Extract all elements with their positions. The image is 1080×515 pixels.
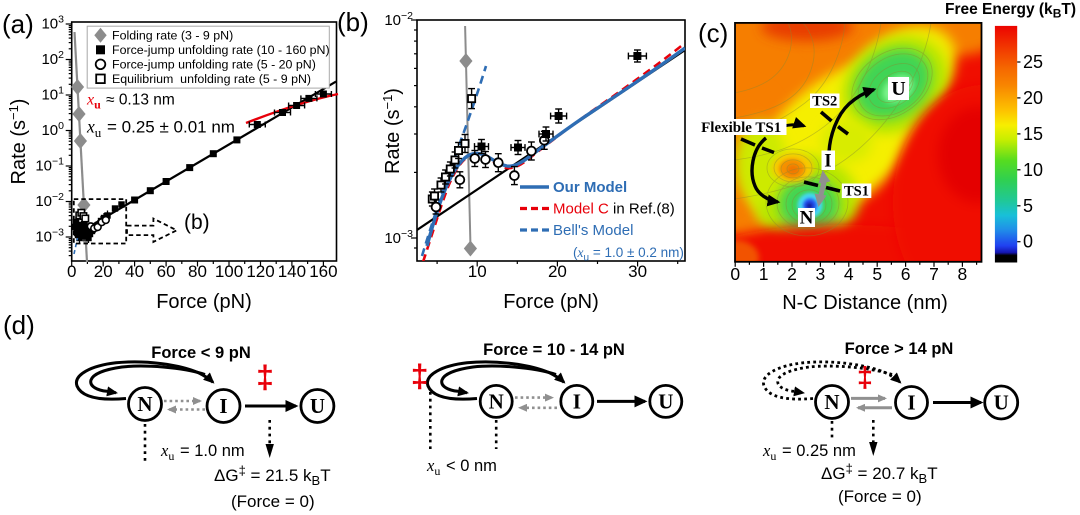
svg-text:Force-jump unfolding rate (5 -: Force-jump unfolding rate (5 - 20 pN) — [112, 58, 316, 72]
svg-text:Force (pN): Force (pN) — [156, 291, 252, 313]
svg-text:100: 100 — [215, 262, 243, 281]
svg-text:(a): (a) — [2, 9, 34, 39]
svg-text:(xu = 1.0 ± 0.2 nm): (xu = 1.0 ± 0.2 nm) — [573, 245, 684, 264]
svg-text:≈ 0.13 nm: ≈ 0.13 nm — [106, 92, 175, 109]
svg-text:= 1.0 nm: = 1.0 nm — [180, 442, 245, 460]
svg-text:80: 80 — [188, 262, 207, 281]
svg-text:TS1: TS1 — [844, 184, 869, 200]
svg-text:U: U — [310, 394, 325, 418]
svg-text:xu: xu — [426, 456, 440, 478]
svg-text:103: 103 — [41, 14, 64, 33]
svg-text:xu: xu — [160, 441, 174, 463]
svg-text:N: N — [800, 208, 814, 229]
svg-text:102: 102 — [41, 49, 64, 68]
svg-text:7: 7 — [929, 264, 939, 284]
svg-text:10−2: 10−2 — [384, 10, 413, 29]
svg-text:‡: ‡ — [857, 362, 873, 394]
svg-text:10: 10 — [1023, 160, 1043, 180]
svg-text:Rate (s−1): Rate (s−1) — [380, 88, 404, 174]
svg-text:‡: ‡ — [256, 359, 274, 395]
svg-text:Flexible TS1: Flexible TS1 — [701, 120, 781, 136]
svg-text:I: I — [907, 391, 915, 415]
svg-text:< 0 nm: < 0 nm — [446, 457, 497, 475]
svg-text:8: 8 — [958, 264, 968, 284]
svg-text:I: I — [573, 389, 581, 413]
svg-text:10−2: 10−2 — [35, 191, 64, 210]
svg-text:0: 0 — [67, 262, 76, 281]
svg-text:140: 140 — [278, 262, 306, 281]
svg-text:Bell's Model: Bell's Model — [553, 222, 633, 239]
svg-text:xu: xu — [86, 92, 101, 112]
svg-text:U: U — [658, 389, 673, 413]
svg-text:(Force = 0): (Force = 0) — [231, 492, 315, 511]
svg-text:U: U — [994, 391, 1009, 415]
svg-text:100: 100 — [41, 120, 64, 139]
svg-text:(Force = 0): (Force = 0) — [838, 487, 922, 506]
svg-text:5: 5 — [872, 264, 882, 284]
svg-text:15: 15 — [1023, 124, 1043, 144]
svg-text:1: 1 — [759, 264, 769, 284]
svg-text:10−1: 10−1 — [35, 156, 64, 175]
svg-text:I: I — [219, 394, 227, 418]
svg-text:Rate (s−1): Rate (s−1) — [6, 99, 30, 185]
svg-text:0: 0 — [730, 264, 740, 284]
svg-text:xu: xu — [762, 441, 776, 463]
svg-text:(c): (c) — [698, 18, 728, 48]
svg-text:4: 4 — [844, 264, 854, 284]
svg-text:120: 120 — [246, 262, 274, 281]
svg-text:(b): (b) — [184, 211, 210, 234]
svg-text:10−3: 10−3 — [35, 227, 64, 246]
svg-text:(b): (b) — [337, 7, 369, 37]
svg-text:101: 101 — [41, 85, 64, 104]
svg-text:Equilibrium unfolding rate (5: Equilibrium unfolding rate (5 - 9 pN) — [112, 72, 311, 86]
svg-text:6: 6 — [901, 264, 911, 284]
svg-text:Free Energy (kBT): Free Energy (kBT) — [945, 1, 1076, 21]
svg-text:20: 20 — [548, 262, 567, 281]
svg-text:Model C in Ref.(8): Model C in Ref.(8) — [553, 201, 675, 218]
svg-text:5: 5 — [1023, 196, 1033, 216]
svg-text:N-C Distance (nm): N-C Distance (nm) — [782, 292, 948, 314]
svg-text:20: 20 — [1023, 88, 1043, 108]
svg-text:Our Model: Our Model — [553, 179, 627, 196]
svg-text:25: 25 — [1023, 52, 1043, 72]
svg-text:= 0.25 nm: = 0.25 nm — [782, 442, 856, 460]
svg-text:‡: ‡ — [411, 358, 429, 394]
svg-text:(d): (d) — [3, 310, 35, 340]
svg-text:40: 40 — [125, 262, 144, 281]
svg-text:160: 160 — [309, 262, 337, 281]
svg-text:Force > 14 pN: Force > 14 pN — [845, 340, 954, 358]
svg-text:ΔG‡ = 21.5 kBT: ΔG‡ = 21.5 kBT — [214, 463, 331, 488]
svg-text:TS2: TS2 — [812, 94, 837, 110]
svg-text:Force = 10 - 14 pN: Force = 10 - 14 pN — [483, 341, 625, 359]
svg-text:30: 30 — [628, 262, 647, 281]
svg-text:Force (pN): Force (pN) — [503, 291, 599, 313]
svg-text:Folding rate (3 - 9 pN): Folding rate (3 - 9 pN) — [112, 29, 233, 43]
svg-text:xu: xu — [86, 117, 102, 141]
svg-text:20: 20 — [94, 262, 113, 281]
svg-text:U: U — [891, 78, 905, 100]
svg-text:N: N — [137, 392, 152, 416]
svg-text:I: I — [824, 151, 831, 172]
svg-text:2: 2 — [787, 264, 797, 284]
svg-text:0: 0 — [1023, 232, 1033, 252]
svg-text:= 0.25 ± 0.01 nm: = 0.25 ± 0.01 nm — [107, 118, 235, 137]
svg-text:Force < 9 pN: Force < 9 pN — [151, 344, 251, 362]
svg-text:10−3: 10−3 — [384, 228, 413, 247]
svg-text:10: 10 — [468, 262, 487, 281]
svg-text:ΔG‡ = 20.7 kBT: ΔG‡ = 20.7 kBT — [821, 461, 938, 486]
svg-text:N: N — [489, 389, 504, 413]
svg-text:60: 60 — [157, 262, 176, 281]
svg-text:3: 3 — [816, 264, 826, 284]
svg-text:N: N — [824, 390, 839, 414]
svg-text:Force-jump unfolding rate (10: Force-jump unfolding rate (10 - 160 pN) — [112, 43, 330, 57]
